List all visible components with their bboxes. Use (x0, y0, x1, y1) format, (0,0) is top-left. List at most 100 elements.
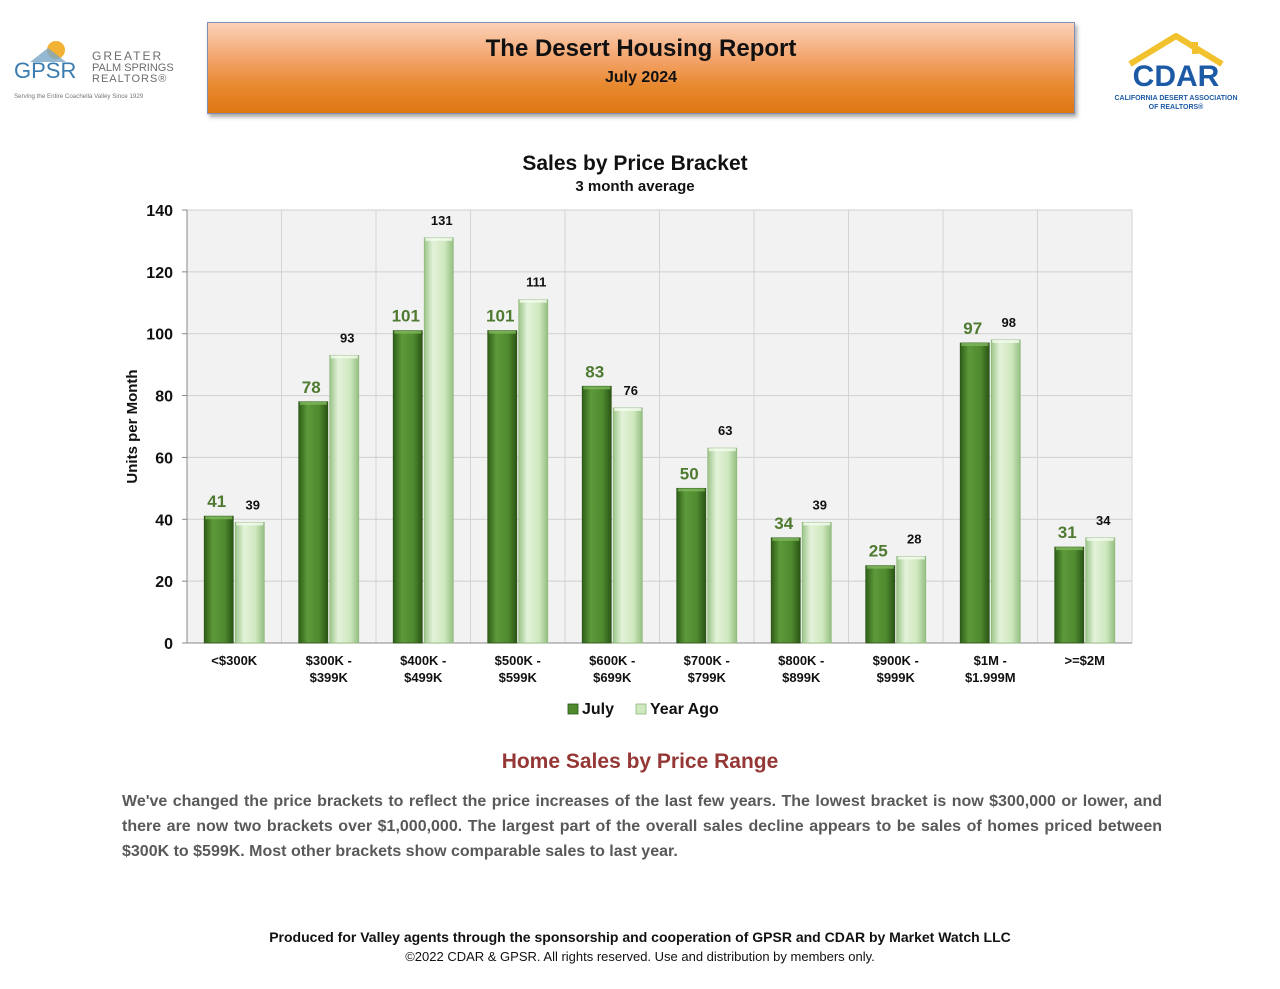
bar-july-cap (299, 401, 327, 405)
data-label-july: 101 (392, 307, 420, 326)
bar-chart-svg: Sales by Price Bracket 3 month average 0 20… (124, 152, 1133, 718)
data-label-july: 50 (680, 464, 699, 483)
chart-title: Sales by Price Bracket (522, 152, 747, 175)
bar-july-cap (1055, 547, 1083, 551)
x-tick-label: $400K - (400, 653, 446, 668)
bar-year-ago (612, 407, 643, 644)
y-tick-label: 60 (155, 450, 173, 467)
bar-year-ago (518, 299, 549, 644)
section-body: We've changed the price brackets to refl… (122, 793, 1162, 860)
mountain-icon (30, 48, 66, 62)
data-label-year-ago: 39 (813, 497, 827, 512)
bar-july-cap (583, 386, 611, 390)
bar-july (959, 342, 990, 644)
bar-july-cap (394, 330, 422, 334)
bar-year-ago (329, 354, 360, 644)
data-label-july: 78 (302, 378, 321, 397)
bar-year-ago-cap (519, 299, 547, 303)
data-label-year-ago: 76 (624, 383, 638, 398)
y-tick-label: 140 (146, 203, 173, 220)
gpsr-line2: PALM SPRINGS (92, 62, 174, 74)
x-tick-label: >=$2M (1065, 653, 1105, 668)
legend-label-year-ago: Year Ago (650, 701, 719, 718)
bar-year-ago-cap (236, 522, 264, 526)
data-label-july: 83 (585, 362, 604, 381)
y-tick-label: 120 (146, 265, 173, 282)
section-title: Home Sales by Price Range (501, 750, 779, 773)
bar-july (676, 487, 707, 644)
footer-credit: Produced for Valley agents through the s… (269, 929, 1011, 945)
report-banner: The Desert Housing Report July 2024 (207, 22, 1075, 114)
sales-by-price-chart: Sales by Price Bracket 3 month average 0 20… (110, 140, 1160, 740)
x-tick-label: $1M - (974, 653, 1007, 668)
y-tick-label: 40 (155, 512, 173, 529)
bar-july (487, 330, 518, 644)
bar-july-cap (772, 537, 800, 541)
bar-year-ago-cap (992, 339, 1020, 343)
cdar-line1: CALIFORNIA DESERT ASSOCIATION (1114, 95, 1237, 102)
bar-july (770, 537, 801, 644)
data-label-year-ago: 93 (340, 330, 354, 345)
bar-year-ago-cap (614, 407, 642, 411)
footer-copyright: ©2022 CDAR & GPSR. All rights reserved. … (405, 949, 875, 964)
x-tick-label: <$300K (211, 653, 258, 668)
chart-subtitle: 3 month average (575, 178, 694, 195)
bar-july-cap (488, 330, 516, 334)
x-tick-label: $700K - (684, 653, 730, 668)
bar-july (298, 401, 329, 644)
legend-label-july: July (582, 701, 614, 718)
gpsr-line1: GREATER (92, 49, 163, 63)
data-label-july: 31 (1058, 523, 1077, 542)
bar-july-cap (961, 342, 989, 346)
y-axis-label: Units per Month (124, 369, 141, 483)
x-tick-label: $899K (782, 670, 821, 685)
data-label-year-ago: 111 (526, 275, 546, 290)
bar-year-ago-cap (1086, 537, 1114, 541)
sun-mountain-logo-icon: GPSR GREATER PALM SPRINGS REALTORS® Serv… (14, 41, 174, 100)
data-label-year-ago: 39 (246, 497, 260, 512)
bar-year-ago (234, 521, 265, 644)
data-label-year-ago: 34 (1096, 513, 1111, 528)
x-tick-label: $599K (499, 670, 538, 685)
roof-icon (1128, 33, 1224, 67)
x-tick-label: $900K - (873, 653, 919, 668)
y-tick-label: 80 (155, 389, 173, 406)
x-tick-label: $1.999M (965, 670, 1016, 685)
cdar-logo: CDAR CALIFORNIA DESERT ASSOCIATION OF RE… (1100, 28, 1252, 116)
data-label-year-ago: 28 (907, 531, 921, 546)
data-label-year-ago: 98 (1002, 315, 1016, 330)
bar-year-ago (990, 339, 1021, 644)
bar-year-ago (896, 555, 927, 644)
bar-year-ago-cap (330, 355, 358, 359)
report-title: The Desert Housing Report (485, 35, 797, 62)
bar-year-ago-cap (708, 448, 736, 452)
gpsr-logo: GPSR GREATER PALM SPRINGS REALTORS® Serv… (8, 36, 190, 106)
data-label-july: 101 (486, 307, 514, 326)
gpsr-tagline: Serving the Entire Coachella Valley Sinc… (14, 93, 144, 100)
gpsr-initials: GPSR (14, 58, 76, 83)
bar-year-ago-cap (897, 556, 925, 560)
chimney-icon (1192, 42, 1198, 54)
data-label-july: 34 (774, 514, 793, 533)
gpsr-line3: REALTORS® (92, 73, 167, 85)
bar-year-ago (423, 237, 454, 644)
data-label-july: 41 (207, 492, 226, 511)
bar-july-cap (205, 516, 233, 520)
data-label-july: 25 (869, 542, 888, 561)
x-tick-label: $999K (877, 670, 916, 685)
bar-july (865, 565, 896, 644)
bar-july-cap (677, 488, 705, 492)
report-date: July 2024 (604, 69, 678, 86)
x-tick-label: $300K - (306, 653, 352, 668)
bar-year-ago (707, 447, 738, 644)
bar-year-ago (801, 521, 832, 644)
x-tick-label: $800K - (778, 653, 824, 668)
y-tick-label: 0 (164, 636, 173, 653)
cdar-line2: OF REALTORS® (1149, 103, 1205, 111)
bar-year-ago-cap (803, 522, 831, 526)
x-tick-label: $499K (404, 670, 443, 685)
bar-july (581, 385, 612, 644)
legend-swatch-july (567, 703, 579, 715)
bar-july (1054, 546, 1085, 644)
legend-swatch-year-ago (635, 703, 647, 715)
